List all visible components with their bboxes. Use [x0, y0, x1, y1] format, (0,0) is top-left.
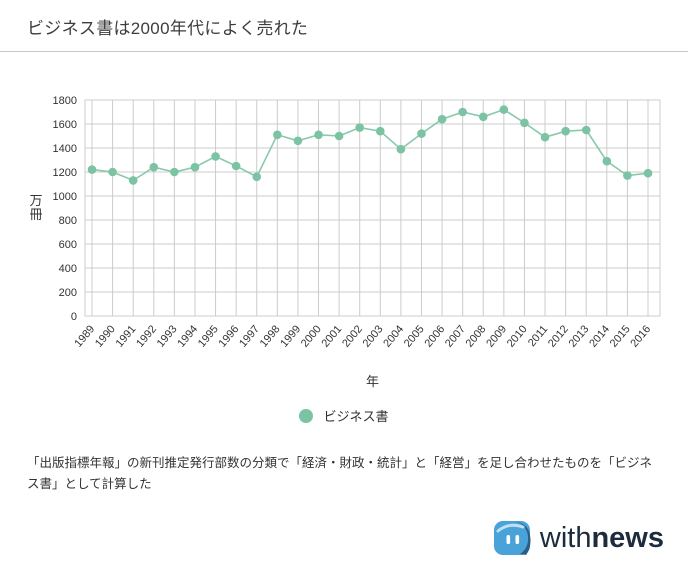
data-point [355, 123, 365, 132]
series-line [91, 108, 649, 182]
logo-row: withnews [0, 494, 688, 558]
data-point [293, 136, 303, 146]
x-tick-label: 1989 [72, 323, 97, 349]
y-tick-label: 600 [59, 239, 77, 251]
x-tick-label: 2016 [628, 323, 653, 349]
data-point [458, 107, 467, 117]
withnews-icon [493, 521, 531, 556]
data-point [602, 156, 612, 166]
x-tick-label: 1999 [278, 323, 303, 349]
y-tick-label: 400 [59, 263, 77, 275]
legend-marker [299, 408, 314, 423]
y-axis-title: 冊 [29, 207, 42, 222]
x-tick-label: 1991 [114, 323, 139, 349]
x-tick-label: 2002 [340, 323, 365, 349]
x-tick-label: 2010 [505, 323, 530, 349]
data-point [561, 126, 570, 136]
legend: ビジネス書 [0, 406, 688, 425]
data-point [396, 144, 406, 154]
data-point [499, 105, 509, 114]
y-tick-label: 1000 [53, 191, 77, 203]
x-tick-label: 2009 [484, 323, 509, 349]
x-tick-label: 2003 [361, 323, 386, 349]
x-tick-label: 1997 [237, 323, 262, 349]
x-tick-label: 1993 [155, 323, 180, 349]
x-tick-label: 1998 [258, 323, 283, 349]
x-tick-label: 2004 [381, 323, 406, 349]
x-tick-label: 2014 [587, 323, 612, 349]
x-tick-label: 2000 [299, 323, 324, 349]
data-point [417, 129, 426, 138]
y-tick-label: 1800 [53, 95, 77, 107]
y-tick-label: 1400 [53, 143, 77, 155]
y-tick-label: 800 [59, 215, 77, 227]
y-axis-title: 万 [29, 193, 42, 208]
x-tick-label: 1992 [134, 323, 159, 349]
data-point [314, 130, 323, 140]
x-axis-title: 年 [366, 374, 379, 389]
data-point [375, 126, 385, 136]
x-tick-label: 2001 [319, 323, 344, 349]
x-tick-label: 2008 [464, 323, 489, 349]
source-note: 「出版指標年報」の新刊推定発行部数の分類で「経済・財政・統計」と「経営」を足し合… [27, 456, 653, 491]
data-point [190, 162, 200, 172]
y-tick-label: 200 [59, 287, 77, 299]
x-tick-label: 2011 [526, 323, 550, 349]
data-point [623, 171, 632, 180]
x-tick-label: 2005 [402, 323, 427, 349]
data-point [437, 114, 447, 124]
data-point [334, 131, 344, 141]
data-point [231, 161, 241, 171]
data-point [273, 130, 282, 140]
data-point [108, 167, 117, 177]
x-tick-label: 1996 [217, 323, 242, 349]
x-tick-label: 1995 [196, 323, 221, 349]
logo-text-news: news [591, 521, 664, 554]
data-point [540, 132, 550, 142]
data-point [170, 167, 179, 177]
data-point [252, 172, 262, 182]
x-tick-label: 1994 [175, 323, 200, 349]
data-point [87, 165, 97, 174]
line-chart: 0200400600800100012001400160018001989199… [29, 95, 661, 389]
x-tick-label: 2006 [422, 323, 447, 349]
data-point [149, 162, 159, 172]
withnews-logo[interactable]: withnews [492, 518, 664, 558]
data-point [643, 168, 653, 178]
logo-text-with: with [539, 521, 592, 554]
x-tick-label: 2013 [567, 323, 592, 349]
data-point [478, 112, 488, 122]
x-tick-label: 2007 [443, 323, 468, 349]
data-point [211, 152, 220, 161]
x-tick-label: 2015 [608, 323, 633, 349]
x-tick-label: 2012 [546, 323, 571, 349]
data-point [128, 176, 138, 185]
chart-container: 0 200 400 600 800 1000 1200 1400 1600 1800 1989 199… [0, 54, 688, 394]
y-tick-label: 1600 [53, 119, 77, 131]
legend-label: ビジネス書 [323, 409, 389, 424]
data-point [520, 118, 529, 128]
y-tick-label: 1200 [53, 167, 77, 179]
page-title: ビジネス書は2000年代によく売れた [0, 0, 688, 52]
data-point [581, 125, 591, 135]
x-tick-label: 1990 [93, 323, 118, 349]
y-tick-label: 0 [71, 311, 77, 323]
